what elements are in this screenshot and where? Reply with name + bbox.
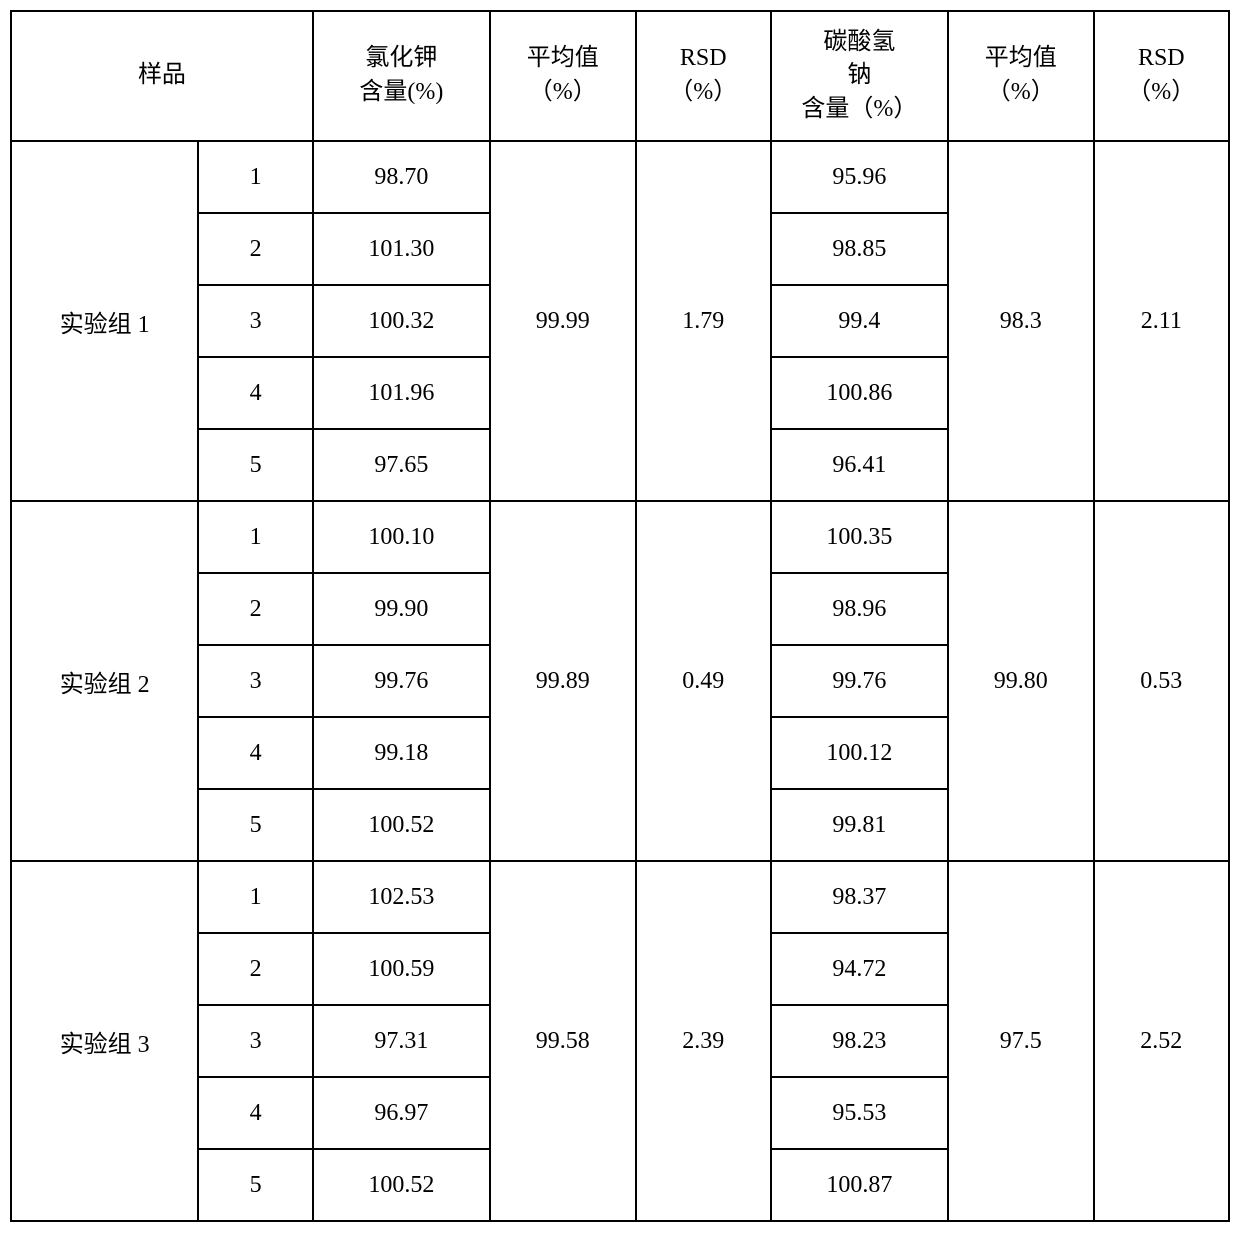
kcl-value-cell: 99.18	[313, 717, 490, 789]
avg-nahco3-cell: 98.3	[948, 141, 1094, 501]
kcl-value-cell: 100.52	[313, 1149, 490, 1221]
kcl-value-cell: 96.97	[313, 1077, 490, 1149]
nahco3-value-cell: 95.96	[771, 141, 948, 213]
table-row: 实验组 31102.5399.582.3998.3797.52.52	[11, 861, 1229, 933]
nahco3-value-cell: 98.23	[771, 1005, 948, 1077]
header-nahco3-content: 碳酸氢钠含量（%）	[771, 11, 948, 141]
nahco3-value-cell: 94.72	[771, 933, 948, 1005]
nahco3-value-cell: 95.53	[771, 1077, 948, 1149]
sample-number-cell: 1	[198, 861, 313, 933]
header-sample: 样品	[11, 11, 313, 141]
sample-number-cell: 3	[198, 1005, 313, 1077]
sample-number-cell: 4	[198, 717, 313, 789]
nahco3-value-cell: 99.4	[771, 285, 948, 357]
nahco3-value-cell: 100.86	[771, 357, 948, 429]
sample-number-cell: 4	[198, 1077, 313, 1149]
table-header-row: 样品氯化钾含量(%)平均值（%）RSD（%）碳酸氢钠含量（%）平均值（%）RSD…	[11, 11, 1229, 141]
avg-nahco3-cell: 97.5	[948, 861, 1094, 1221]
nahco3-value-cell: 100.35	[771, 501, 948, 573]
kcl-value-cell: 97.65	[313, 429, 490, 501]
experiment-data-table: 样品氯化钾含量(%)平均值（%）RSD（%）碳酸氢钠含量（%）平均值（%）RSD…	[10, 10, 1230, 1222]
kcl-value-cell: 98.70	[313, 141, 490, 213]
kcl-value-cell: 100.10	[313, 501, 490, 573]
nahco3-value-cell: 100.87	[771, 1149, 948, 1221]
rsd-kcl-cell: 2.39	[636, 861, 771, 1221]
rsd-kcl-cell: 1.79	[636, 141, 771, 501]
header-kcl-content: 氯化钾含量(%)	[313, 11, 490, 141]
sample-number-cell: 5	[198, 1149, 313, 1221]
nahco3-value-cell: 99.76	[771, 645, 948, 717]
header-avg1: 平均值（%）	[490, 11, 636, 141]
table-row: 实验组 21100.1099.890.49100.3599.800.53	[11, 501, 1229, 573]
kcl-value-cell: 100.32	[313, 285, 490, 357]
sample-number-cell: 2	[198, 933, 313, 1005]
sample-number-cell: 2	[198, 573, 313, 645]
header-avg2: 平均值（%）	[948, 11, 1094, 141]
kcl-value-cell: 97.31	[313, 1005, 490, 1077]
kcl-value-cell: 99.90	[313, 573, 490, 645]
avg-nahco3-cell: 99.80	[948, 501, 1094, 861]
kcl-value-cell: 101.30	[313, 213, 490, 285]
rsd-kcl-cell: 0.49	[636, 501, 771, 861]
nahco3-value-cell: 96.41	[771, 429, 948, 501]
sample-number-cell: 5	[198, 429, 313, 501]
sample-number-cell: 4	[198, 357, 313, 429]
kcl-value-cell: 99.76	[313, 645, 490, 717]
sample-number-cell: 1	[198, 501, 313, 573]
sample-number-cell: 2	[198, 213, 313, 285]
avg-kcl-cell: 99.89	[490, 501, 636, 861]
rsd-nahco3-cell: 0.53	[1094, 501, 1229, 861]
kcl-value-cell: 102.53	[313, 861, 490, 933]
header-rsd1: RSD（%）	[636, 11, 771, 141]
nahco3-value-cell: 98.85	[771, 213, 948, 285]
nahco3-value-cell: 98.96	[771, 573, 948, 645]
kcl-value-cell: 101.96	[313, 357, 490, 429]
sample-number-cell: 5	[198, 789, 313, 861]
kcl-value-cell: 100.52	[313, 789, 490, 861]
nahco3-value-cell: 100.12	[771, 717, 948, 789]
rsd-nahco3-cell: 2.11	[1094, 141, 1229, 501]
sample-number-cell: 1	[198, 141, 313, 213]
rsd-nahco3-cell: 2.52	[1094, 861, 1229, 1221]
sample-number-cell: 3	[198, 645, 313, 717]
group-name-cell: 实验组 1	[11, 141, 198, 501]
kcl-value-cell: 100.59	[313, 933, 490, 1005]
group-name-cell: 实验组 2	[11, 501, 198, 861]
avg-kcl-cell: 99.99	[490, 141, 636, 501]
group-name-cell: 实验组 3	[11, 861, 198, 1221]
header-rsd2: RSD（%）	[1094, 11, 1229, 141]
nahco3-value-cell: 99.81	[771, 789, 948, 861]
nahco3-value-cell: 98.37	[771, 861, 948, 933]
table-row: 实验组 1198.7099.991.7995.9698.32.11	[11, 141, 1229, 213]
avg-kcl-cell: 99.58	[490, 861, 636, 1221]
sample-number-cell: 3	[198, 285, 313, 357]
